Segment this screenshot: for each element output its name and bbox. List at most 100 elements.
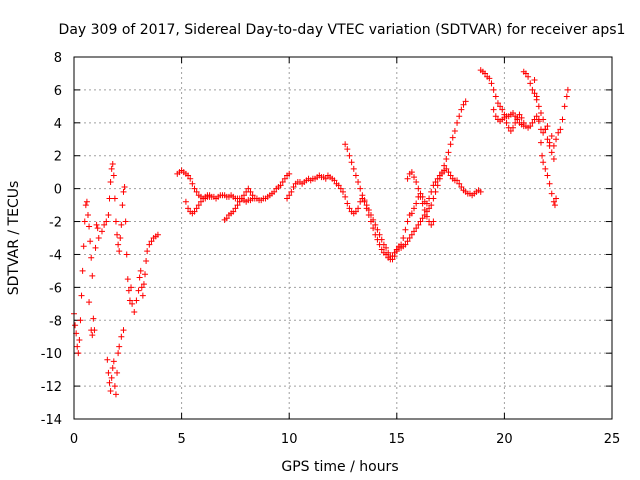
data-point (284, 195, 291, 202)
data-point (116, 343, 123, 350)
data-point (148, 238, 155, 245)
data-point (340, 188, 346, 195)
data-point (533, 113, 540, 120)
x-tick-label: 15 (389, 432, 406, 447)
data-point (445, 169, 452, 176)
data-point (144, 248, 151, 255)
y-tick-label: -4 (49, 248, 62, 263)
data-point (249, 192, 256, 199)
data-point (140, 281, 147, 288)
data-point (105, 369, 112, 376)
data-point (109, 160, 116, 167)
data-point (553, 136, 560, 143)
data-point (551, 202, 558, 209)
data-point (193, 205, 200, 212)
data-point (413, 200, 420, 207)
data-point (492, 113, 499, 120)
data-point (86, 223, 93, 230)
data-point (80, 243, 87, 250)
data-point (428, 221, 435, 228)
data-point (115, 241, 122, 248)
data-point (131, 309, 138, 316)
data-point (154, 231, 161, 238)
data-point (98, 228, 105, 235)
data-point (79, 267, 86, 274)
data-point (408, 169, 415, 176)
data-point (522, 70, 529, 77)
data-point (75, 350, 82, 357)
data-point (400, 235, 407, 241)
data-point (389, 253, 396, 260)
data-series (71, 160, 161, 398)
data-point (445, 149, 452, 156)
data-point (106, 195, 113, 202)
data-point (111, 383, 118, 390)
data-point (458, 106, 465, 113)
x-axis-title: GPS time / hours (281, 459, 398, 475)
data-point (355, 179, 362, 186)
data-point (107, 388, 114, 395)
data-points (71, 67, 571, 398)
data-point (110, 172, 117, 179)
data-series (531, 77, 560, 209)
data-point (406, 235, 413, 241)
data-point (238, 195, 245, 202)
data-point (419, 200, 426, 207)
data-point (121, 183, 128, 190)
x-tick-label: 0 (70, 432, 78, 447)
data-point (537, 139, 544, 146)
data-point (486, 75, 493, 82)
data-point (88, 327, 95, 334)
data-point (363, 205, 370, 212)
data-point (105, 211, 112, 218)
data-point (542, 165, 549, 172)
data-point (497, 103, 504, 110)
data-point (187, 175, 194, 182)
data-point (120, 327, 127, 334)
data-point (544, 123, 551, 130)
data-point (555, 129, 562, 136)
data-point (111, 195, 118, 202)
data-point (449, 134, 456, 141)
data-point (383, 244, 390, 251)
data-point (129, 300, 136, 307)
data-point (89, 272, 96, 279)
data-point (197, 198, 204, 205)
data-point (247, 188, 254, 195)
data-point (415, 221, 422, 228)
data-point (531, 77, 538, 84)
data-point (78, 292, 85, 299)
data-point (402, 241, 409, 248)
data-point (428, 202, 435, 209)
data-point (116, 248, 123, 255)
data-point (447, 172, 454, 179)
data-point (109, 364, 116, 371)
x-tick-label: 5 (177, 432, 185, 447)
y-tick-label: -8 (49, 314, 62, 329)
data-point (419, 215, 426, 222)
data-point (372, 221, 379, 228)
data-point (456, 113, 463, 120)
data-point (72, 322, 79, 329)
data-point (482, 70, 489, 77)
data-point (542, 126, 549, 133)
data-point (119, 202, 126, 209)
data-point (367, 218, 374, 225)
data-point (223, 215, 230, 222)
data-point (512, 113, 519, 120)
data-point (507, 128, 514, 135)
data-point (544, 136, 551, 143)
data-point (490, 86, 497, 93)
data-point (436, 175, 443, 182)
data-point (423, 213, 430, 220)
data-point (114, 231, 121, 238)
data-point (413, 225, 420, 232)
data-point (494, 100, 501, 107)
data-point (559, 116, 566, 123)
data-point (540, 159, 547, 166)
data-point (426, 205, 433, 212)
chart-title: Day 309 of 2017, Sidereal Day-to-day VTE… (59, 22, 626, 38)
y-tick-label: -14 (41, 413, 62, 428)
data-point (417, 218, 424, 225)
